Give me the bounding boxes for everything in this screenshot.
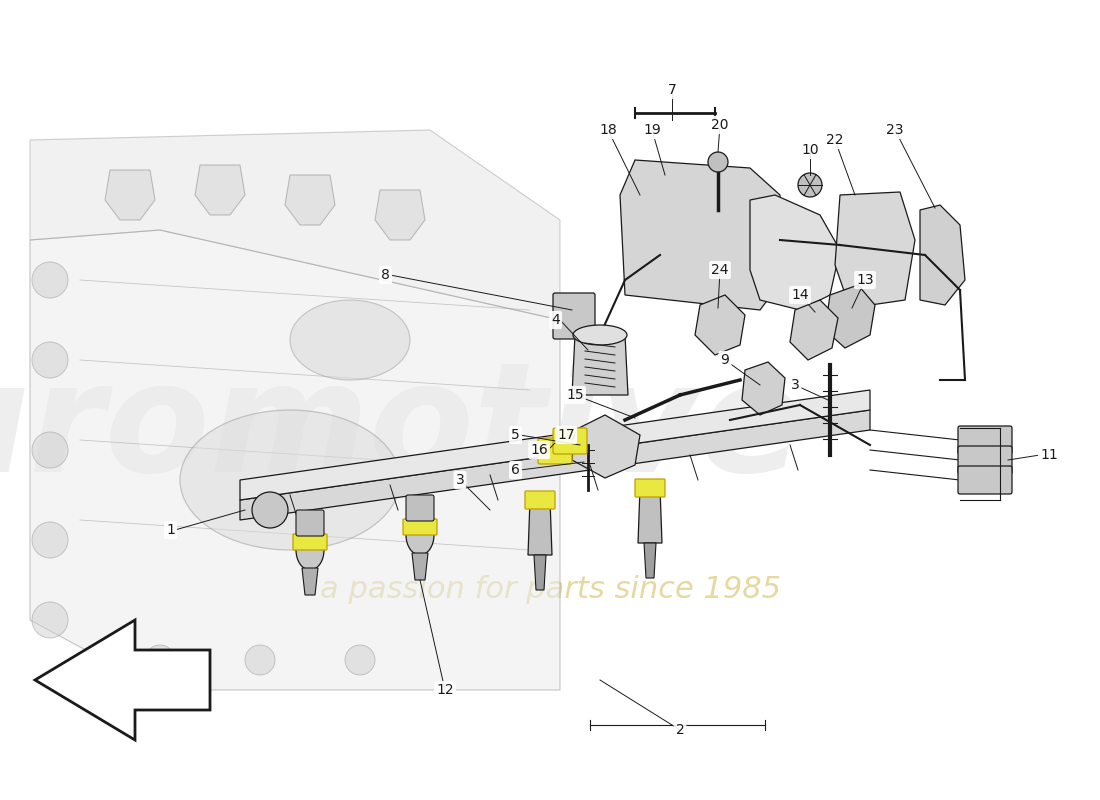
Polygon shape xyxy=(742,362,785,415)
Text: 20: 20 xyxy=(712,118,728,132)
Polygon shape xyxy=(695,295,745,355)
Text: 24: 24 xyxy=(712,263,728,277)
Text: 2: 2 xyxy=(675,723,684,737)
Text: 19: 19 xyxy=(644,123,661,137)
Text: a passion for parts since 1985: a passion for parts since 1985 xyxy=(319,575,781,605)
Ellipse shape xyxy=(406,515,434,555)
Text: 10: 10 xyxy=(801,143,818,157)
Text: euromotive: euromotive xyxy=(0,355,803,505)
FancyBboxPatch shape xyxy=(553,428,587,454)
Text: 9: 9 xyxy=(720,353,729,367)
Text: 23: 23 xyxy=(887,123,904,137)
Polygon shape xyxy=(750,195,840,310)
Polygon shape xyxy=(375,190,425,240)
Circle shape xyxy=(32,602,68,638)
Polygon shape xyxy=(572,335,628,395)
Text: 3: 3 xyxy=(791,378,800,392)
Circle shape xyxy=(32,262,68,298)
Polygon shape xyxy=(920,205,965,305)
FancyBboxPatch shape xyxy=(525,491,556,509)
Text: 6: 6 xyxy=(512,463,520,477)
Text: 18: 18 xyxy=(600,123,617,137)
Polygon shape xyxy=(240,410,870,520)
FancyBboxPatch shape xyxy=(958,446,1012,474)
Polygon shape xyxy=(534,555,546,590)
Polygon shape xyxy=(835,192,915,308)
Circle shape xyxy=(32,432,68,468)
Polygon shape xyxy=(35,620,210,740)
Polygon shape xyxy=(412,553,428,580)
Circle shape xyxy=(252,492,288,528)
Text: 17: 17 xyxy=(558,428,575,442)
FancyBboxPatch shape xyxy=(296,510,324,536)
Text: 16: 16 xyxy=(530,443,548,457)
Text: 4: 4 xyxy=(551,313,560,327)
Polygon shape xyxy=(638,488,662,543)
Text: 15: 15 xyxy=(566,388,584,402)
Circle shape xyxy=(245,645,275,675)
FancyBboxPatch shape xyxy=(293,534,327,550)
Text: 12: 12 xyxy=(437,683,454,697)
Text: 22: 22 xyxy=(826,133,844,147)
Circle shape xyxy=(32,522,68,558)
Polygon shape xyxy=(285,175,336,225)
Polygon shape xyxy=(30,130,560,320)
FancyBboxPatch shape xyxy=(958,466,1012,494)
Polygon shape xyxy=(572,415,640,478)
Circle shape xyxy=(708,152,728,172)
Text: 1: 1 xyxy=(166,523,175,537)
Text: 13: 13 xyxy=(856,273,873,287)
Circle shape xyxy=(145,645,175,675)
Text: 7: 7 xyxy=(668,83,676,97)
Polygon shape xyxy=(825,285,874,348)
Circle shape xyxy=(32,342,68,378)
Text: 3: 3 xyxy=(455,473,464,487)
FancyBboxPatch shape xyxy=(403,519,437,535)
FancyBboxPatch shape xyxy=(958,426,1012,454)
Polygon shape xyxy=(104,170,155,220)
Polygon shape xyxy=(240,390,870,500)
FancyBboxPatch shape xyxy=(406,495,434,521)
Circle shape xyxy=(345,645,375,675)
Polygon shape xyxy=(195,165,245,215)
Ellipse shape xyxy=(180,410,400,550)
Text: 14: 14 xyxy=(791,288,808,302)
Text: 8: 8 xyxy=(381,268,390,282)
Circle shape xyxy=(798,173,822,197)
Ellipse shape xyxy=(290,300,410,380)
Ellipse shape xyxy=(296,530,324,570)
Text: 5: 5 xyxy=(512,428,520,442)
Polygon shape xyxy=(30,230,560,690)
FancyBboxPatch shape xyxy=(553,293,595,339)
Polygon shape xyxy=(528,500,552,555)
Polygon shape xyxy=(620,160,780,310)
Polygon shape xyxy=(302,568,318,595)
Ellipse shape xyxy=(573,325,627,345)
Text: 11: 11 xyxy=(1040,448,1058,462)
FancyBboxPatch shape xyxy=(538,438,572,464)
Polygon shape xyxy=(790,300,838,360)
Polygon shape xyxy=(644,543,656,578)
FancyBboxPatch shape xyxy=(635,479,666,497)
